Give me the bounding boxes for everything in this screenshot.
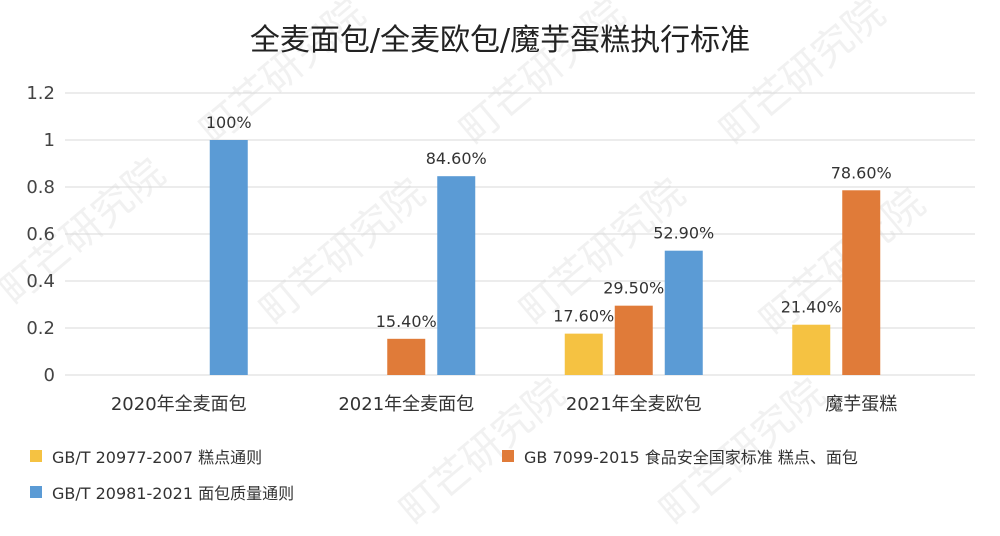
x-axis: 2020年全麦面包 2021年全麦面包 2021年全麦欧包 魔芋蛋糕 <box>111 394 897 415</box>
data-label: 84.60% <box>426 149 487 168</box>
bar <box>564 333 603 375</box>
legend-item-gbt20977: GB/T 20977-2007 糕点通则 <box>30 444 262 468</box>
bars <box>209 140 881 375</box>
bar-chart: 全麦面包/全麦欧包/魔芋蛋糕执行标准 0 0.2 0.4 0.6 0.8 1 1.2 17.… <box>26 23 975 415</box>
y-axis: 0 0.2 0.4 0.6 0.8 1 1.2 <box>26 83 55 386</box>
data-label: 52.90% <box>653 224 714 243</box>
data-label: 15.40% <box>376 312 437 331</box>
bar <box>209 140 248 375</box>
data-label: 78.60% <box>831 163 892 182</box>
y-tick-label: 0.4 <box>26 271 55 292</box>
data-labels: 17.60% 21.40% 15.40% 29.50% 78.60% 100% 84.60%… <box>206 113 892 331</box>
y-tick-label: 0 <box>44 365 55 386</box>
x-tick-label: 2020年全麦面包 <box>111 394 247 415</box>
legend-swatch <box>30 450 42 462</box>
legend-item-gbt20981: GB/T 20981-2021 面包质量通则 <box>30 480 294 504</box>
y-tick-label: 0.2 <box>26 318 55 339</box>
data-label: 21.40% <box>781 298 842 317</box>
legend-swatch <box>30 486 42 498</box>
x-tick-label: 2021年全麦面包 <box>338 394 474 415</box>
data-label: 29.50% <box>603 279 664 298</box>
chart-title: 全麦面包/全麦欧包/魔芋蛋糕执行标准 <box>250 23 750 58</box>
legend-label: GB 7099-2015 食品安全国家标准 糕点、面包 <box>524 448 858 467</box>
chart-container: 町芒研究院 町芒研究院 町芒研究院 町芒研究院 町芒研究院 町芒研究院 町芒研究… <box>0 0 975 534</box>
legend-item-gb7099: GB 7099-2015 食品安全国家标准 糕点、面包 <box>502 444 858 468</box>
legend-swatch <box>502 450 514 462</box>
bar <box>614 305 653 375</box>
y-tick-label: 1 <box>44 130 55 151</box>
bar <box>664 250 703 375</box>
y-tick-label: 0.6 <box>26 224 55 245</box>
bar <box>387 338 426 375</box>
x-tick-label: 魔芋蛋糕 <box>825 394 897 415</box>
y-tick-label: 0.8 <box>26 177 55 198</box>
legend-label: GB/T 20977-2007 糕点通则 <box>52 448 263 467</box>
bar <box>842 190 881 375</box>
gridlines <box>65 92 975 376</box>
data-label: 17.60% <box>553 307 614 326</box>
data-label: 100% <box>206 113 252 132</box>
legend-label: GB/T 20981-2021 面包质量通则 <box>52 484 295 503</box>
bar <box>792 324 831 375</box>
bar <box>437 176 476 375</box>
x-tick-label: 2021年全麦欧包 <box>566 394 702 415</box>
y-tick-label: 1.2 <box>26 83 55 104</box>
